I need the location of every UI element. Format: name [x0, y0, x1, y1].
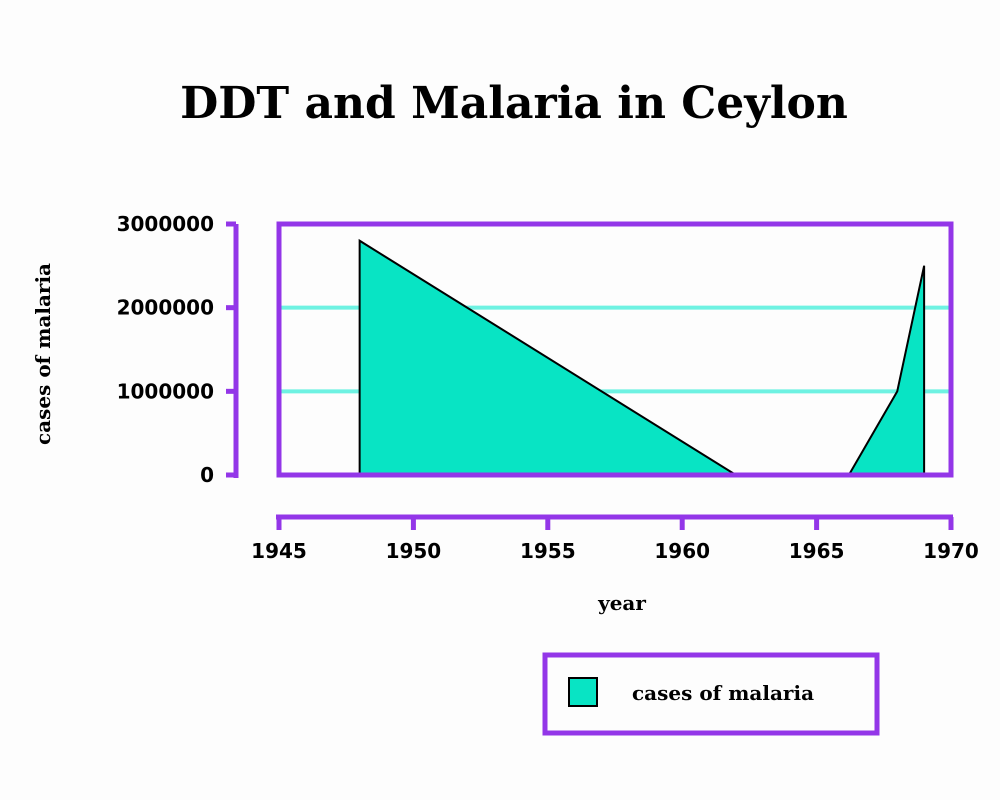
data-point	[923, 265, 925, 267]
x-axis-label: year	[597, 591, 646, 615]
x-tick-label: 1970	[923, 539, 979, 563]
y-tick-label: 2000000	[117, 296, 214, 320]
y-tick-label: 0	[200, 463, 214, 487]
area-series-cases-of-malaria	[847, 265, 926, 476]
x-tick-label: 1960	[654, 539, 710, 563]
x-tick-label: 1955	[520, 539, 576, 563]
y-axis-label: cases of malaria	[31, 263, 55, 445]
legend-label-cases-of-malaria: cases of malaria	[632, 681, 814, 705]
x-tick-label: 1945	[251, 539, 307, 563]
area-series-cases-of-malaria	[358, 238, 740, 476]
data-point	[359, 240, 361, 242]
x-axis: 1945 1950 1955 1960 1965 1970	[251, 514, 979, 563]
data-area	[358, 238, 926, 476]
x-tick-label: 1965	[789, 539, 845, 563]
legend-swatch	[568, 677, 598, 707]
legend: cases of malaria	[542, 652, 880, 736]
y-tick-label: 1000000	[117, 379, 214, 403]
y-tick-label: 3000000	[117, 212, 214, 236]
data-point	[896, 390, 898, 392]
x-tick-label: 1950	[386, 539, 442, 563]
y-axis: 0 1000000 2000000 3000000	[117, 212, 239, 487]
plot-frame	[276, 221, 954, 478]
chart-title: DDT and Malaria in Ceylon	[180, 78, 848, 129]
legend-frame	[542, 652, 880, 736]
